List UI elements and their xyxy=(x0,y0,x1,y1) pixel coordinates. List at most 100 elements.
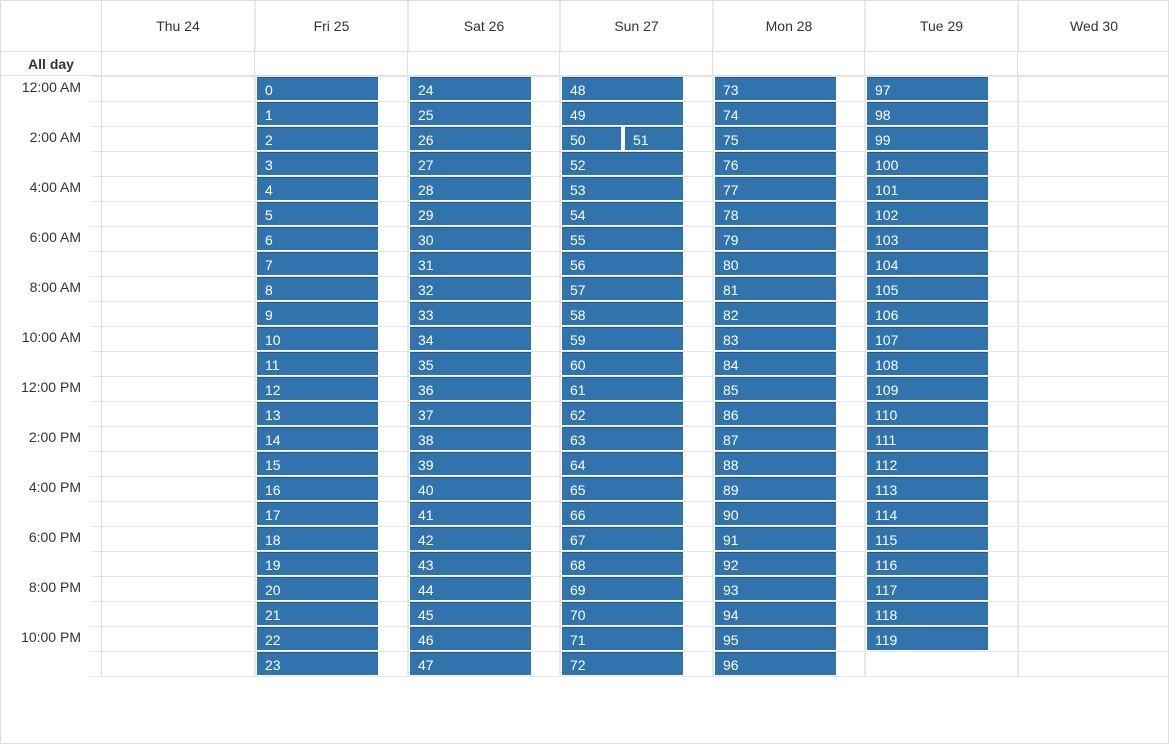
calendar-event[interactable]: 63 xyxy=(562,427,683,450)
calendar-event[interactable]: 100 xyxy=(867,152,988,175)
calendar-event[interactable]: 99 xyxy=(867,127,988,150)
time-grid[interactable]: 12:00 AM 2:00 AM 4:00 AM 6:00 AM 8:00 AM 10:0… xyxy=(1,76,1169,677)
calendar-event[interactable]: 21 xyxy=(257,602,378,625)
calendar-event[interactable]: 53 xyxy=(562,177,683,200)
calendar-event[interactable]: 115 xyxy=(867,527,988,550)
calendar-event[interactable]: 77 xyxy=(715,177,836,200)
calendar-event[interactable]: 41 xyxy=(410,502,531,525)
day-header-wed[interactable]: Wed 30 xyxy=(1017,1,1169,51)
calendar-event[interactable]: 61 xyxy=(562,377,683,400)
calendar-event[interactable]: 3 xyxy=(257,152,378,175)
calendar-event[interactable]: 80 xyxy=(715,252,836,275)
calendar-event[interactable]: 0 xyxy=(257,77,378,100)
calendar-event[interactable]: 109 xyxy=(867,377,988,400)
calendar-event[interactable]: 84 xyxy=(715,352,836,375)
calendar-event[interactable]: 12 xyxy=(257,377,378,400)
calendar-event[interactable]: 94 xyxy=(715,602,836,625)
calendar-event[interactable]: 118 xyxy=(867,602,988,625)
calendar-event[interactable]: 56 xyxy=(562,252,683,275)
calendar-event[interactable]: 32 xyxy=(410,277,531,300)
calendar-event[interactable]: 88 xyxy=(715,452,836,475)
calendar-event[interactable]: 90 xyxy=(715,502,836,525)
calendar-event[interactable]: 50 xyxy=(562,127,621,150)
calendar-event[interactable]: 52 xyxy=(562,152,683,175)
day-header-sun[interactable]: Sun 27 xyxy=(559,1,712,51)
calendar-event[interactable]: 38 xyxy=(410,427,531,450)
calendar-event[interactable]: 70 xyxy=(562,602,683,625)
day-header-mon[interactable]: Mon 28 xyxy=(712,1,864,51)
calendar-event[interactable]: 30 xyxy=(410,227,531,250)
calendar-event[interactable]: 71 xyxy=(562,627,683,650)
calendar-event[interactable]: 114 xyxy=(867,502,988,525)
calendar-event[interactable]: 81 xyxy=(715,277,836,300)
allday-cell-sat[interactable] xyxy=(407,52,559,75)
calendar-event[interactable]: 31 xyxy=(410,252,531,275)
calendar-event[interactable]: 64 xyxy=(562,452,683,475)
allday-cell-mon[interactable] xyxy=(712,52,864,75)
calendar-event[interactable]: 33 xyxy=(410,302,531,325)
calendar-event[interactable]: 43 xyxy=(410,552,531,575)
calendar-event[interactable]: 5 xyxy=(257,202,378,225)
calendar-event[interactable]: 11 xyxy=(257,352,378,375)
calendar-event[interactable]: 20 xyxy=(257,577,378,600)
calendar-event[interactable]: 19 xyxy=(257,552,378,575)
day-header-tue[interactable]: Tue 29 xyxy=(864,1,1017,51)
calendar-event[interactable]: 44 xyxy=(410,577,531,600)
calendar-event[interactable]: 78 xyxy=(715,202,836,225)
calendar-event[interactable]: 69 xyxy=(562,577,683,600)
calendar-event[interactable]: 98 xyxy=(867,102,988,125)
day-header-fri[interactable]: Fri 25 xyxy=(254,1,407,51)
calendar-event[interactable]: 58 xyxy=(562,302,683,325)
calendar-event[interactable]: 49 xyxy=(562,102,683,125)
calendar-event[interactable]: 83 xyxy=(715,327,836,350)
calendar-event[interactable]: 74 xyxy=(715,102,836,125)
calendar-event[interactable]: 117 xyxy=(867,577,988,600)
calendar-event[interactable]: 97 xyxy=(867,77,988,100)
calendar-event[interactable]: 65 xyxy=(562,477,683,500)
calendar-event[interactable]: 10 xyxy=(257,327,378,350)
calendar-event[interactable]: 92 xyxy=(715,552,836,575)
calendar-event[interactable]: 57 xyxy=(562,277,683,300)
calendar-event[interactable]: 8 xyxy=(257,277,378,300)
calendar-event[interactable]: 42 xyxy=(410,527,531,550)
calendar-event[interactable]: 26 xyxy=(410,127,531,150)
calendar-event[interactable]: 62 xyxy=(562,402,683,425)
calendar-event[interactable]: 36 xyxy=(410,377,531,400)
calendar-event[interactable]: 28 xyxy=(410,177,531,200)
day-header-thu[interactable]: Thu 24 xyxy=(101,1,254,51)
calendar-event[interactable]: 16 xyxy=(257,477,378,500)
calendar-event[interactable]: 22 xyxy=(257,627,378,650)
calendar-event[interactable]: 116 xyxy=(867,552,988,575)
calendar-event[interactable]: 66 xyxy=(562,502,683,525)
calendar-event[interactable]: 101 xyxy=(867,177,988,200)
calendar-event[interactable]: 102 xyxy=(867,202,988,225)
calendar-event[interactable]: 68 xyxy=(562,552,683,575)
calendar-event[interactable]: 9 xyxy=(257,302,378,325)
calendar-event[interactable]: 1 xyxy=(257,102,378,125)
calendar-event[interactable]: 7 xyxy=(257,252,378,275)
calendar-event[interactable]: 25 xyxy=(410,102,531,125)
calendar-event[interactable]: 37 xyxy=(410,402,531,425)
calendar-event[interactable]: 91 xyxy=(715,527,836,550)
calendar-event[interactable]: 4 xyxy=(257,177,378,200)
calendar-event[interactable]: 34 xyxy=(410,327,531,350)
calendar-event[interactable]: 108 xyxy=(867,352,988,375)
calendar-event[interactable]: 75 xyxy=(715,127,836,150)
calendar-event[interactable]: 96 xyxy=(715,652,836,675)
calendar-event[interactable]: 87 xyxy=(715,427,836,450)
calendar-event[interactable]: 106 xyxy=(867,302,988,325)
calendar-event[interactable]: 15 xyxy=(257,452,378,475)
calendar-event[interactable]: 119 xyxy=(867,627,988,650)
calendar-event[interactable]: 112 xyxy=(867,452,988,475)
calendar-event[interactable]: 27 xyxy=(410,152,531,175)
calendar-event[interactable]: 60 xyxy=(562,352,683,375)
calendar-event[interactable]: 13 xyxy=(257,402,378,425)
calendar-event[interactable]: 82 xyxy=(715,302,836,325)
calendar-event[interactable]: 46 xyxy=(410,627,531,650)
calendar-event[interactable]: 2 xyxy=(257,127,378,150)
calendar-event[interactable]: 54 xyxy=(562,202,683,225)
allday-cell-wed[interactable] xyxy=(1017,52,1169,75)
calendar-event[interactable]: 40 xyxy=(410,477,531,500)
calendar-event[interactable]: 14 xyxy=(257,427,378,450)
calendar-event[interactable]: 105 xyxy=(867,277,988,300)
